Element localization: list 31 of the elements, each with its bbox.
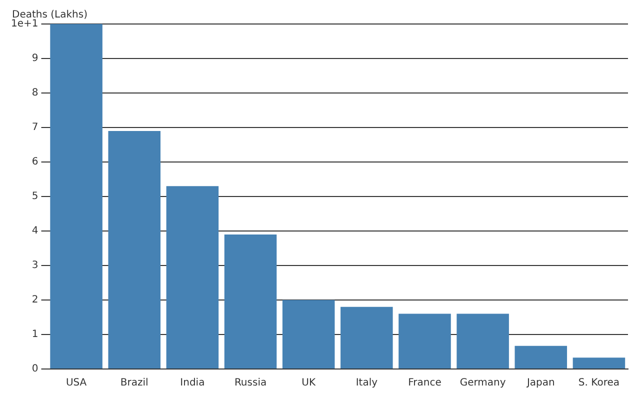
- bar: [340, 306, 393, 368]
- y-tick-label: 9: [32, 53, 38, 64]
- bar: [50, 24, 102, 368]
- x-tick-label: Germany: [460, 378, 506, 389]
- x-tick-label: USA: [66, 378, 87, 389]
- y-tick-label: 1: [32, 329, 38, 340]
- x-tick-label: Russia: [234, 378, 267, 389]
- bar: [572, 358, 626, 368]
- y-tick-label: 8: [32, 88, 38, 99]
- x-tick-label: France: [408, 378, 442, 389]
- x-tick-label: S. Korea: [578, 378, 620, 389]
- x-tick-label: Italy: [356, 378, 378, 389]
- bar: [514, 346, 568, 368]
- y-tick-label: 5: [32, 191, 38, 202]
- x-tick-label: India: [180, 378, 205, 389]
- x-tick-label: Brazil: [120, 378, 148, 389]
- y-tick-label: 2: [32, 294, 38, 306]
- x-tick-label: UK: [302, 378, 316, 389]
- bar: [166, 186, 219, 368]
- bar: [398, 314, 451, 368]
- y-tick-label: 1e+1: [10, 18, 38, 30]
- x-tick-label: Japan: [526, 378, 555, 389]
- bar: [224, 234, 277, 368]
- y-tick-label: 0: [32, 364, 38, 375]
- bar: [108, 130, 160, 368]
- y-tick-label: 7: [32, 122, 38, 134]
- y-tick-label: 6: [32, 156, 38, 168]
- y-tick-label: 3: [32, 260, 38, 272]
- bar: [282, 300, 335, 368]
- bar: [456, 314, 509, 368]
- y-tick-label: 4: [32, 226, 38, 237]
